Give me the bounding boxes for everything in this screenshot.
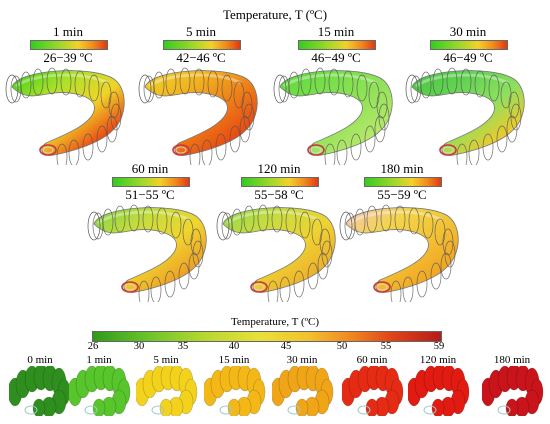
- thumb-180min: [482, 366, 544, 416]
- panel-colorbar: [163, 40, 241, 50]
- torus-shape: [339, 204, 459, 302]
- panel-colorbar: [430, 40, 508, 50]
- time-label: 15 min: [218, 354, 250, 366]
- torus-shape: [273, 67, 393, 165]
- time-label: 5 min: [153, 354, 179, 366]
- colorbar-tick: 55: [380, 341, 392, 352]
- torus-shape: [87, 204, 207, 302]
- colorbar-tick: 30: [133, 341, 145, 352]
- panel-time: 5 min: [186, 24, 216, 39]
- top-title: Temperature, T (ºC): [222, 7, 328, 22]
- time-label: 180 min: [493, 354, 531, 366]
- colorbar-tick: 59: [433, 341, 445, 352]
- colorbar-tick: 40: [228, 341, 240, 352]
- panel-range: 51−55 ºC: [125, 187, 175, 202]
- time-label: 60 min: [356, 354, 388, 366]
- panel-range: 46−49 ºC: [311, 50, 361, 65]
- panel-time: 120 min: [257, 161, 301, 176]
- panel-4: 30 min 46−49 ºC: [404, 25, 532, 165]
- panel-range: 55−59 ºC: [377, 187, 427, 202]
- panel-colorbar: [298, 40, 376, 50]
- panel-time: 180 min: [380, 161, 424, 176]
- torus-shape: [405, 67, 525, 165]
- panel-time: 60 min: [131, 161, 169, 176]
- panel-5: 60 min 51−55 ºC: [86, 162, 214, 302]
- colorbar-tick: 50: [336, 341, 348, 352]
- panel-range: 42−46 ºC: [176, 50, 226, 65]
- thumb-5min: [136, 366, 198, 416]
- time-label: 1 min: [86, 354, 112, 366]
- thumb-30min: [272, 366, 334, 416]
- torus-shape: [5, 67, 125, 165]
- thumb-60min: [342, 366, 404, 416]
- panel-2: 5 min 42−46 ºC: [137, 25, 265, 165]
- thumb-0min: [9, 366, 71, 416]
- time-label: 120 min: [419, 354, 457, 366]
- panel-7: 180 min 55−59 ºC: [338, 162, 466, 302]
- panel-1: 1 min 26−39 ºC: [4, 25, 132, 165]
- panel-colorbar: [30, 40, 108, 50]
- panel-6: 120 min 55−58 ºC: [215, 162, 343, 302]
- colorbar-tick: 26: [87, 341, 99, 352]
- panel-range: 26−39 ºC: [43, 50, 93, 65]
- torus-shape: [216, 204, 336, 302]
- panel-colorbar: [241, 177, 319, 187]
- thumb-120min: [408, 366, 470, 416]
- torus-shape: [138, 67, 258, 165]
- thumb-15min: [204, 366, 266, 416]
- colorbar-tick: 45: [280, 341, 292, 352]
- colorbar-tick: 35: [177, 341, 189, 352]
- panel-time: 1 min: [53, 24, 83, 39]
- panel-colorbar: [364, 177, 442, 187]
- panel-3: 15 min 46−49 ºC: [272, 25, 400, 165]
- panel-range: 55−58 ºC: [254, 187, 304, 202]
- panel-range: 46−49 ºC: [443, 50, 493, 65]
- bottom-colorbar: [92, 331, 442, 342]
- bottom-title: Temperature, T (ºC): [230, 316, 320, 328]
- thumb-1min: [69, 366, 131, 416]
- time-label: 0 min: [27, 354, 53, 366]
- time-label: 30 min: [286, 354, 318, 366]
- panel-colorbar: [112, 177, 190, 187]
- panel-time: 30 min: [449, 24, 487, 39]
- panel-time: 15 min: [317, 24, 355, 39]
